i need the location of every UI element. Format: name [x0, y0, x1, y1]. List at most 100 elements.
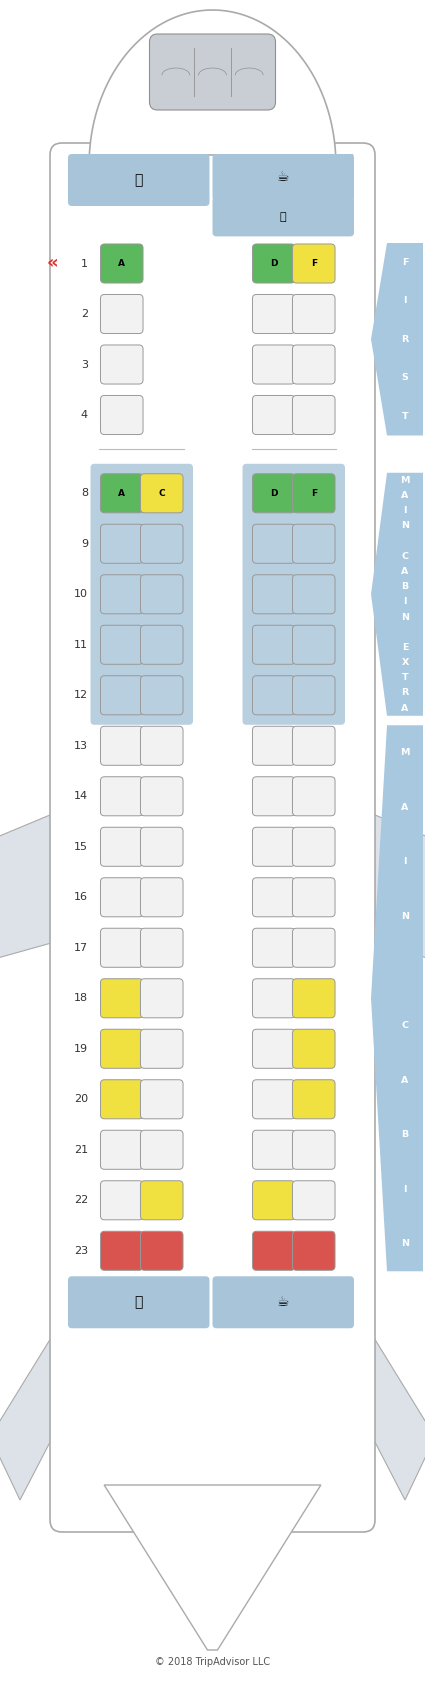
Text: A: A — [401, 803, 409, 812]
FancyBboxPatch shape — [252, 726, 295, 765]
Text: S: S — [402, 374, 408, 382]
Polygon shape — [72, 10, 353, 165]
FancyBboxPatch shape — [100, 295, 143, 333]
FancyBboxPatch shape — [141, 928, 183, 967]
FancyBboxPatch shape — [292, 473, 335, 514]
Text: 15: 15 — [74, 842, 88, 852]
Text: A: A — [401, 492, 409, 500]
FancyBboxPatch shape — [292, 345, 335, 384]
FancyBboxPatch shape — [252, 928, 295, 967]
FancyBboxPatch shape — [292, 877, 335, 916]
FancyBboxPatch shape — [100, 473, 143, 514]
Text: 4: 4 — [81, 409, 88, 419]
Text: R: R — [401, 335, 408, 344]
Text: 16: 16 — [74, 893, 88, 903]
Polygon shape — [371, 473, 423, 716]
FancyBboxPatch shape — [292, 244, 335, 283]
Text: A: A — [401, 568, 409, 576]
FancyBboxPatch shape — [243, 463, 345, 724]
FancyBboxPatch shape — [100, 1231, 143, 1270]
Polygon shape — [363, 810, 425, 975]
Text: X: X — [401, 658, 409, 667]
FancyBboxPatch shape — [141, 877, 183, 916]
Text: F: F — [311, 259, 317, 268]
Text: I: I — [403, 857, 407, 866]
Polygon shape — [371, 242, 423, 436]
Text: 14: 14 — [74, 791, 88, 802]
FancyBboxPatch shape — [100, 827, 143, 866]
FancyBboxPatch shape — [252, 1079, 295, 1118]
Text: 12: 12 — [74, 690, 88, 701]
FancyBboxPatch shape — [292, 1029, 335, 1068]
FancyBboxPatch shape — [292, 574, 335, 613]
Text: D: D — [270, 259, 278, 268]
Text: A: A — [401, 704, 409, 712]
Text: 13: 13 — [74, 741, 88, 751]
FancyBboxPatch shape — [292, 776, 335, 815]
Text: ☕: ☕ — [277, 1295, 289, 1308]
FancyBboxPatch shape — [292, 675, 335, 714]
FancyBboxPatch shape — [91, 463, 193, 724]
FancyBboxPatch shape — [141, 978, 183, 1017]
Text: 8: 8 — [81, 488, 88, 498]
FancyBboxPatch shape — [252, 827, 295, 866]
FancyBboxPatch shape — [292, 1130, 335, 1169]
FancyBboxPatch shape — [292, 295, 335, 333]
FancyBboxPatch shape — [141, 827, 183, 866]
Text: E: E — [402, 643, 408, 652]
Text: «: « — [46, 254, 58, 273]
Text: 23: 23 — [74, 1246, 88, 1256]
FancyBboxPatch shape — [141, 1079, 183, 1118]
FancyBboxPatch shape — [100, 978, 143, 1017]
FancyBboxPatch shape — [252, 473, 295, 514]
FancyBboxPatch shape — [100, 574, 143, 613]
Text: A: A — [118, 259, 125, 268]
FancyBboxPatch shape — [292, 1180, 335, 1219]
FancyBboxPatch shape — [252, 1029, 295, 1068]
FancyBboxPatch shape — [100, 877, 143, 916]
FancyBboxPatch shape — [252, 776, 295, 815]
FancyBboxPatch shape — [212, 153, 354, 200]
Text: I: I — [403, 598, 407, 606]
FancyBboxPatch shape — [150, 34, 275, 109]
Text: © 2018 TripAdvisor LLC: © 2018 TripAdvisor LLC — [155, 1657, 270, 1667]
Text: 2: 2 — [81, 308, 88, 318]
FancyBboxPatch shape — [292, 928, 335, 967]
FancyBboxPatch shape — [252, 1231, 295, 1270]
Text: T: T — [402, 674, 408, 682]
Text: F: F — [311, 488, 317, 498]
FancyBboxPatch shape — [100, 625, 143, 663]
FancyBboxPatch shape — [252, 978, 295, 1017]
FancyBboxPatch shape — [141, 524, 183, 564]
Text: N: N — [401, 613, 409, 621]
FancyBboxPatch shape — [292, 1231, 335, 1270]
Text: I: I — [403, 1186, 407, 1194]
FancyBboxPatch shape — [100, 1029, 143, 1068]
Text: R: R — [401, 689, 408, 697]
Text: 🚻: 🚻 — [135, 173, 143, 187]
FancyBboxPatch shape — [252, 574, 295, 613]
Text: 🧥: 🧥 — [280, 212, 286, 222]
FancyBboxPatch shape — [68, 1276, 210, 1329]
Polygon shape — [363, 1320, 425, 1500]
FancyBboxPatch shape — [212, 197, 354, 236]
Text: 21: 21 — [74, 1145, 88, 1155]
Text: M: M — [400, 748, 410, 758]
Text: 18: 18 — [74, 994, 88, 1004]
FancyBboxPatch shape — [141, 726, 183, 765]
FancyBboxPatch shape — [100, 345, 143, 384]
FancyBboxPatch shape — [292, 726, 335, 765]
FancyBboxPatch shape — [141, 1130, 183, 1169]
Text: N: N — [401, 522, 409, 530]
FancyBboxPatch shape — [100, 1180, 143, 1219]
FancyBboxPatch shape — [100, 928, 143, 967]
FancyBboxPatch shape — [292, 396, 335, 434]
FancyBboxPatch shape — [252, 396, 295, 434]
Text: C: C — [402, 1021, 408, 1031]
FancyBboxPatch shape — [100, 524, 143, 564]
FancyBboxPatch shape — [252, 1130, 295, 1169]
Polygon shape — [371, 726, 423, 1271]
FancyBboxPatch shape — [141, 776, 183, 815]
Text: 1: 1 — [81, 259, 88, 268]
FancyBboxPatch shape — [292, 524, 335, 564]
